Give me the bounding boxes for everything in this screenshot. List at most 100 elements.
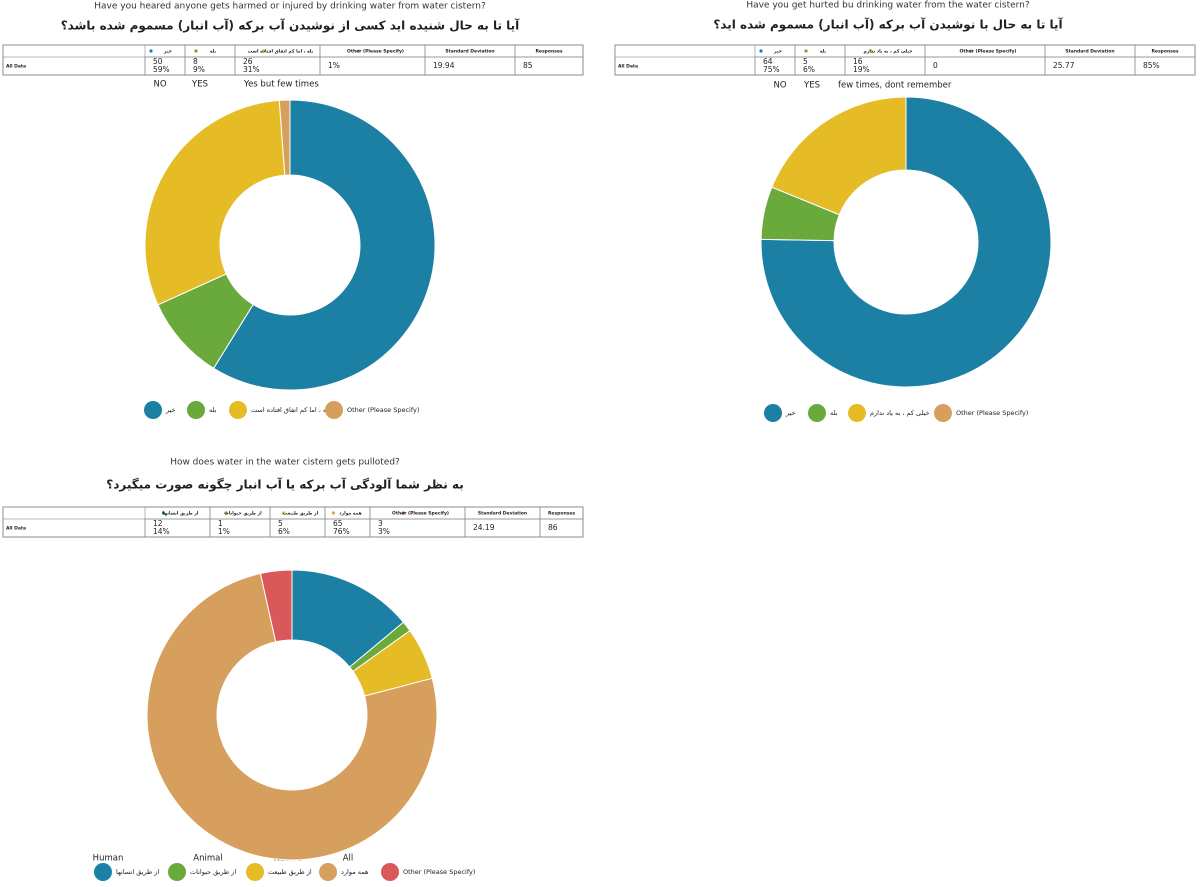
legend-label: از طریق حیوانات (190, 868, 236, 876)
legend-swatch (808, 404, 826, 422)
annotation: Yes but few times (243, 80, 319, 90)
legend-swatch (229, 401, 247, 419)
header-text: Other (Please Specify) (960, 49, 1017, 55)
header-text: Responses (535, 49, 562, 55)
header-dot (869, 49, 873, 53)
annotation: Animal (193, 854, 222, 864)
header-dot (161, 511, 166, 515)
legend-swatch (168, 863, 186, 881)
legend-label: خیر (165, 406, 176, 414)
cell-text: All Data (618, 64, 638, 70)
donut-segment (760, 96, 1052, 388)
legend-swatch (246, 863, 264, 881)
header-text: خیر (773, 50, 782, 55)
header-text: از طریق حیوانات (224, 512, 262, 517)
header-text: از طریق انسانها (163, 512, 199, 517)
donut-segment (212, 99, 436, 391)
cell-text: 0 (933, 61, 938, 70)
cell-text: 86 (548, 523, 558, 532)
header-dot (194, 49, 198, 53)
cell-text: 25.77 (1053, 61, 1075, 70)
legend-label: بله ، اما کم اتفاق افتاده است (251, 406, 331, 414)
chart-subtitle: به نظر شما آلودگی آب برکه یا آب انبار چگ… (106, 477, 464, 493)
header-text: بله (210, 50, 217, 55)
cell-text: 5 (803, 57, 808, 66)
header-text: بله ، اما کم اتفاق افتاده است (248, 49, 314, 55)
legend-swatch (319, 863, 337, 881)
header-text: Responses (1151, 49, 1178, 55)
cell-text: 3 (378, 519, 383, 528)
legend-swatch (94, 863, 112, 881)
cell-text: 64 (763, 57, 773, 66)
header-text: Other (Please Specify) (392, 511, 449, 517)
header-text: بله (820, 50, 827, 55)
table-cell (924, 56, 1046, 76)
legend-swatch (934, 404, 952, 422)
cell-text: 76% (333, 527, 350, 536)
cell-text: 31% (243, 65, 260, 74)
cell-text: All Data (6, 526, 26, 532)
annotation: NO (153, 80, 166, 90)
cell-text: 5 (278, 519, 283, 528)
cell-text: 3% (378, 527, 390, 536)
cell-text: 12 (153, 519, 163, 528)
header-dot (356, 49, 361, 53)
legend-label: Other (Please Specify) (956, 409, 1028, 417)
chart-title: Have you heared anyone gets harmed or in… (94, 2, 486, 12)
cell-text: 1% (328, 61, 340, 70)
cell-text: 75% (763, 65, 780, 74)
cell-text: 26 (243, 57, 253, 66)
annotation: few times, dont remember (838, 81, 952, 91)
annotation: YES (191, 80, 208, 90)
legend-label: بله (209, 406, 217, 414)
header-dot (331, 511, 336, 515)
cell-text: 6% (278, 527, 290, 536)
cell-text: 85% (1143, 61, 1160, 70)
legend-label: از طریق طبیعت (268, 868, 312, 876)
cell-text: 8 (193, 57, 198, 66)
cell-text: 1 (218, 519, 223, 528)
header-text: Responses (548, 511, 575, 517)
cell-text: 16 (853, 57, 863, 66)
header-text: از طریق طبیعت (283, 512, 319, 517)
cell-text: 65 (333, 519, 343, 528)
chart-subtitle: آیا تا به حال شنیده اید کسی از نوشیدن آب… (61, 18, 520, 34)
header-text: همه موارد (339, 512, 361, 517)
table-cell (539, 518, 584, 538)
header-dot (401, 511, 406, 515)
cell-text: 9% (193, 65, 205, 74)
header-text: Standard Deviation (478, 511, 527, 517)
header-dot (969, 49, 973, 53)
donut-segment (771, 96, 907, 216)
donut-segment (144, 99, 286, 306)
legend-label: Other (Please Specify) (403, 868, 475, 876)
header-dot (759, 49, 763, 53)
header-dot (224, 511, 228, 515)
header-dot (281, 511, 286, 515)
legend-swatch (187, 401, 205, 419)
header-text: Standard Deviation (1065, 49, 1114, 55)
cell-text: 24.19 (473, 523, 495, 532)
legend-label: همه موارد (341, 868, 369, 876)
legend-swatch (381, 863, 399, 881)
header-dot (261, 49, 266, 53)
header-text: Standard Deviation (445, 49, 494, 55)
annotation: All (343, 854, 354, 864)
header-dot (804, 49, 808, 53)
cell-text: 19.94 (433, 61, 455, 70)
cell-text: 19% (853, 65, 870, 74)
legend-swatch (325, 401, 343, 419)
cell-text: All Data (6, 64, 26, 70)
legend-swatch (764, 404, 782, 422)
legend-label: بله (830, 409, 838, 417)
chart-title: Have you get hurted bu drinking water fr… (746, 1, 1030, 11)
annotation: YES (803, 81, 820, 91)
cell-text: 50 (153, 57, 163, 66)
table-cell (514, 56, 584, 76)
cell-text: 1% (218, 527, 230, 536)
table-cell (1134, 56, 1196, 76)
cell-text: 59% (153, 65, 170, 74)
cell-text: 6% (803, 65, 815, 74)
cell-text: 14% (153, 527, 170, 536)
